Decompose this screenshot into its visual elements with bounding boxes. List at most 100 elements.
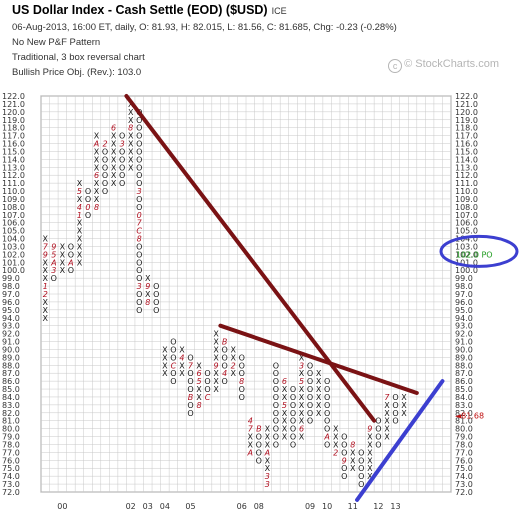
x-mark: X xyxy=(77,179,83,188)
x-mark: X xyxy=(367,440,373,449)
o-mark: O xyxy=(221,377,227,386)
x-mark: X xyxy=(128,163,134,172)
o-mark: O xyxy=(136,163,142,172)
y-tick-label-left: 104.0 xyxy=(2,235,25,244)
x-mark: X xyxy=(43,306,49,315)
x-mark: X xyxy=(111,155,117,164)
y-tick-label-right: 83.0 xyxy=(455,401,473,410)
month-mark: 8 xyxy=(145,298,150,307)
x-mark: X xyxy=(213,330,219,339)
x-mark: X xyxy=(333,440,339,449)
x-mark: X xyxy=(179,361,185,370)
x-mark: X xyxy=(248,433,254,442)
y-tick-label-left: 109.0 xyxy=(2,195,25,204)
y-tick-label-left: 83.0 xyxy=(2,401,20,410)
x-mark: X xyxy=(316,377,322,386)
x-mark: X xyxy=(196,393,202,402)
month-mark: 4 xyxy=(77,203,82,212)
month-mark: C xyxy=(205,393,211,402)
x-mark: X xyxy=(265,456,271,465)
x-mark: X xyxy=(230,369,236,378)
x-mark: X xyxy=(265,464,271,473)
month-mark: B xyxy=(188,393,194,402)
y-tick-label-right: 102.0 xyxy=(455,250,478,259)
o-mark: O xyxy=(256,440,262,449)
x-mark: X xyxy=(401,409,407,418)
o-mark: O xyxy=(85,187,91,196)
o-mark: O xyxy=(136,132,142,141)
y-tick-label-right: 117.0 xyxy=(455,132,478,141)
o-mark: O xyxy=(170,345,176,354)
o-mark: O xyxy=(307,409,313,418)
o-mark: O xyxy=(102,155,108,164)
y-tick-label-left: 91.0 xyxy=(2,338,20,347)
month-mark: 6 xyxy=(196,369,201,378)
o-mark: O xyxy=(324,401,330,410)
o-mark: O xyxy=(153,290,159,299)
y-tick-label-left: 111.0 xyxy=(2,179,25,188)
o-mark: O xyxy=(290,393,296,402)
x-mark: X xyxy=(94,195,100,204)
o-mark: O xyxy=(102,147,108,156)
x-mark: X xyxy=(316,385,322,394)
x-mark: X xyxy=(282,417,288,426)
y-tick-label-left: 122.0 xyxy=(2,92,25,101)
month-mark: 7 xyxy=(137,219,143,228)
x-mark: X xyxy=(384,417,390,426)
o-mark: O xyxy=(273,361,279,370)
o-mark: O xyxy=(341,433,347,442)
x-mark: X xyxy=(367,472,373,481)
o-mark: O xyxy=(341,464,347,473)
y-tick-label-left: 77.0 xyxy=(2,448,20,457)
x-mark: X xyxy=(162,361,168,370)
copyright-icon: c xyxy=(388,59,403,73)
y-tick-label-right: 101.0 xyxy=(455,258,478,267)
o-mark: O xyxy=(392,409,398,418)
x-mark: X xyxy=(350,464,356,473)
month-mark: 2 xyxy=(333,448,338,457)
y-tick-label-right: 91.0 xyxy=(455,338,473,347)
o-mark: O xyxy=(290,401,296,410)
month-mark: A xyxy=(50,258,56,267)
o-mark: O xyxy=(307,361,313,370)
o-mark: O xyxy=(136,116,142,125)
month-mark: 3 xyxy=(137,187,142,196)
x-mark: X xyxy=(213,353,219,362)
resistance-trendline xyxy=(124,94,377,423)
y-tick-label-right: 85.0 xyxy=(455,385,473,394)
o-mark: O xyxy=(136,179,142,188)
month-mark: A xyxy=(323,433,329,442)
month-mark: C xyxy=(171,361,177,370)
o-mark: O xyxy=(358,448,364,457)
o-mark: O xyxy=(187,369,193,378)
y-tick-label-right: 74.0 xyxy=(455,472,473,481)
x-mark: X xyxy=(94,132,100,141)
y-tick-label-right: 95.0 xyxy=(455,306,473,315)
o-mark: O xyxy=(392,393,398,402)
o-mark: O xyxy=(392,401,398,410)
o-mark: O xyxy=(290,385,296,394)
x-mark: X xyxy=(384,425,390,434)
month-mark: 9 xyxy=(367,425,372,434)
month-mark: 6 xyxy=(94,171,99,180)
x-mark: X xyxy=(282,425,288,434)
x-mark: X xyxy=(128,140,134,149)
x-mark: X xyxy=(43,258,49,267)
o-mark: O xyxy=(239,353,245,362)
price-objective-label: 102.0 PO xyxy=(456,250,493,259)
month-mark: A xyxy=(247,448,253,457)
x-mark: X xyxy=(77,258,83,267)
o-mark: O xyxy=(256,448,262,457)
month-mark: 7 xyxy=(248,425,254,434)
month-mark: 4 xyxy=(222,369,227,378)
current-price-label: ◄81.68 xyxy=(455,411,484,420)
x-mark: X xyxy=(43,235,49,244)
x-tick-label: 04 xyxy=(160,502,170,511)
o-mark: O xyxy=(392,417,398,426)
y-tick-label-right: 79.0 xyxy=(455,433,473,442)
x-mark: X xyxy=(350,456,356,465)
x-mark: X xyxy=(77,250,83,259)
month-mark: 3 xyxy=(265,480,270,489)
y-tick-label-left: 86.0 xyxy=(2,377,20,386)
